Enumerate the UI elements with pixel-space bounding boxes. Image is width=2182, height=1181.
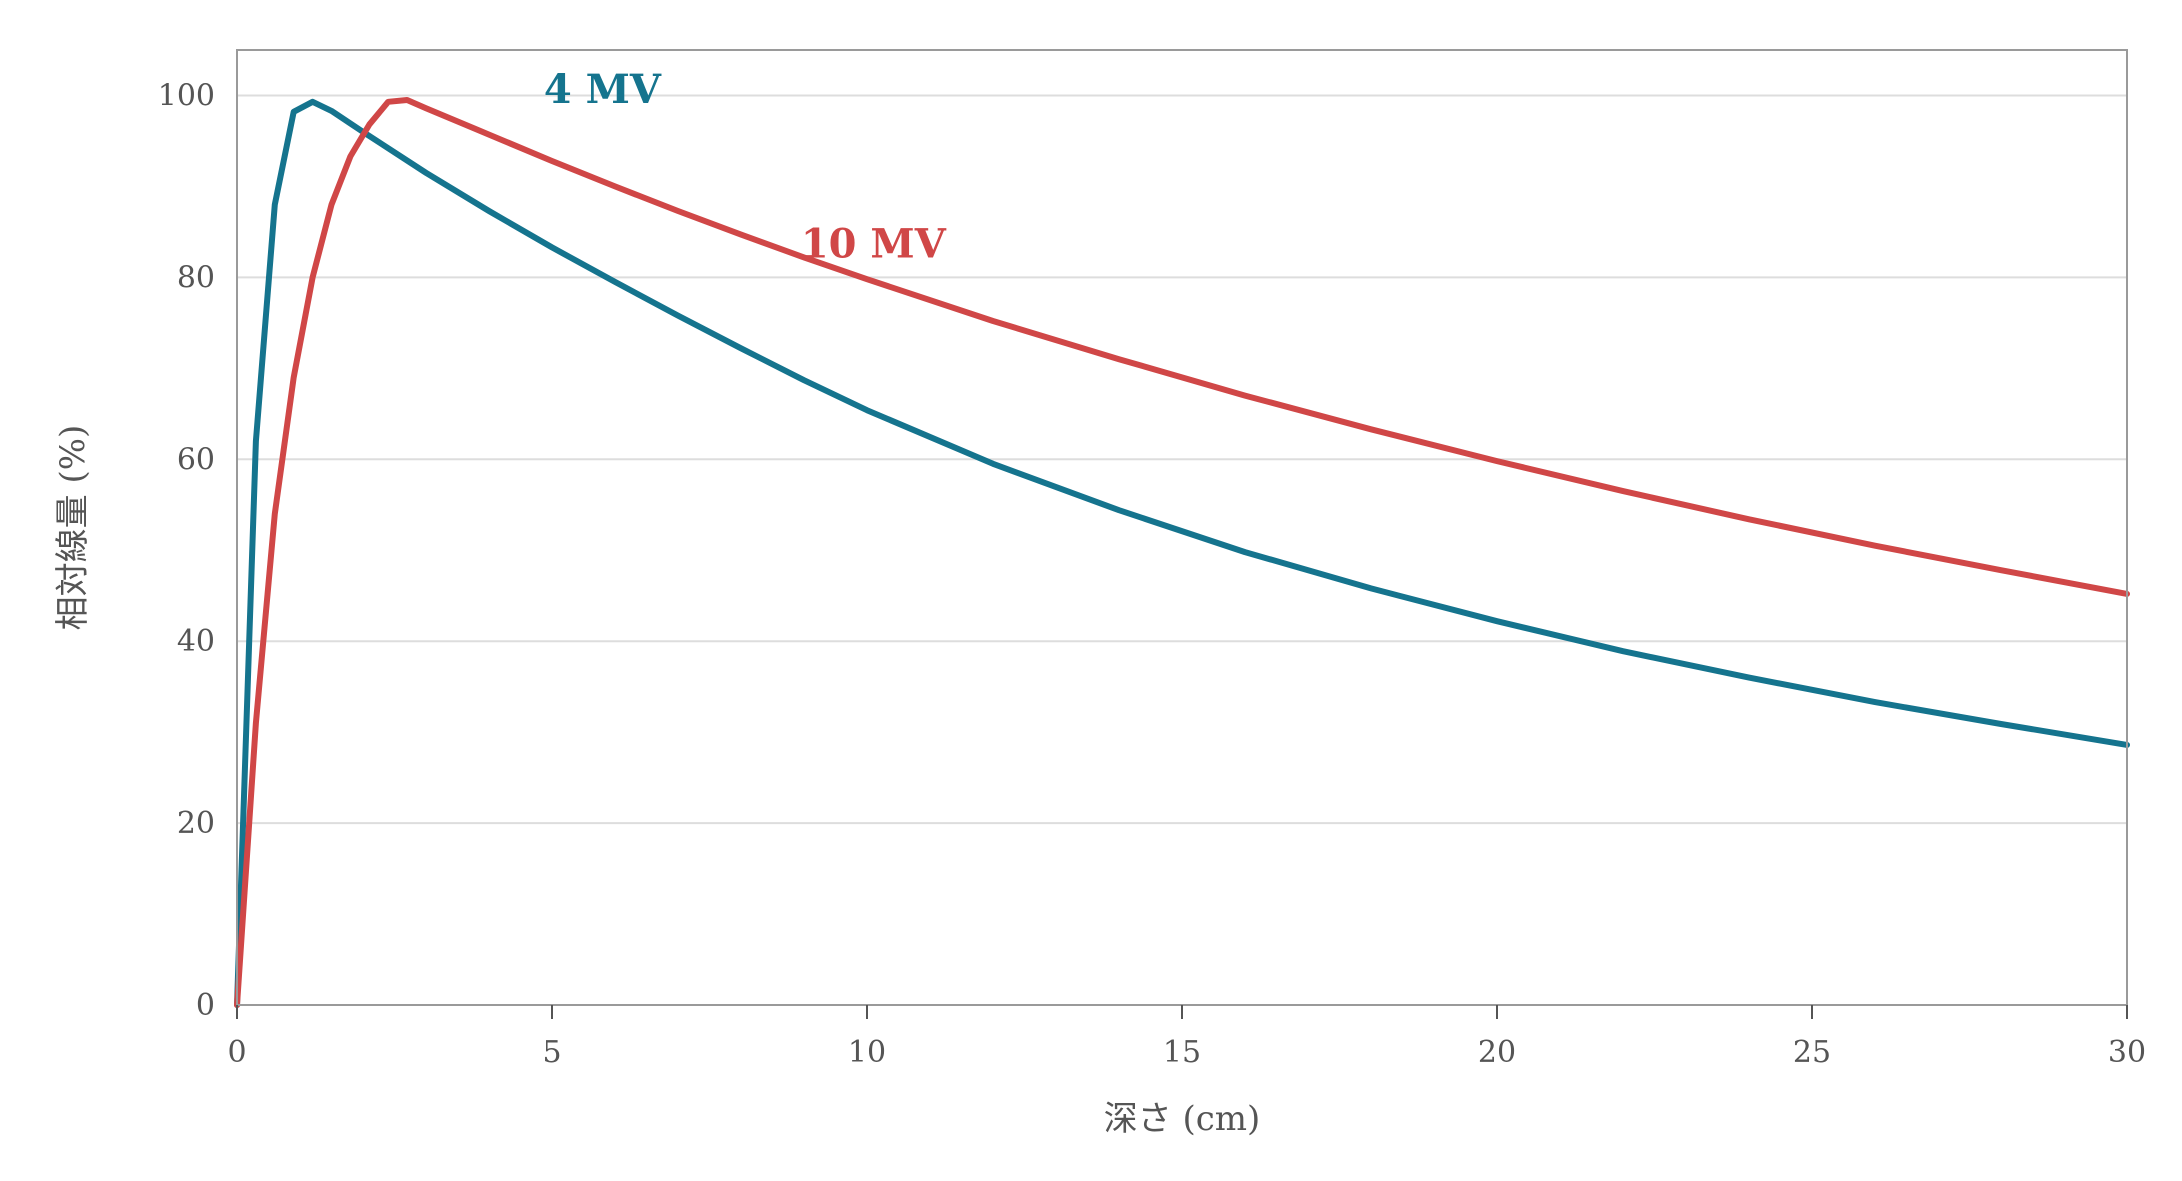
x-tick-label: 5 — [542, 1035, 561, 1070]
plot-frame — [236, 49, 2128, 1006]
series-labels: 4 MV 10 MV — [544, 66, 947, 268]
series-line-1 — [234, 97, 2130, 1008]
y-tick-label: 40 — [177, 624, 215, 659]
x-axis-title: 深さ (cm) — [1104, 1099, 1261, 1139]
gridlines — [237, 94, 2127, 825]
x-tick-label: 25 — [1793, 1035, 1831, 1070]
series-label-0: 4 MV — [544, 66, 662, 113]
series-label-1: 10 MV — [801, 220, 947, 267]
y-tick-label: 20 — [177, 806, 215, 841]
x-tick-label: 10 — [848, 1035, 886, 1070]
x-tick-label: 30 — [2108, 1035, 2146, 1070]
series-line-0 — [234, 98, 2130, 1008]
y-tick-label: 60 — [177, 442, 215, 477]
series-lines — [234, 97, 2130, 1008]
y-tick-label: 80 — [177, 260, 215, 295]
x-tick-label: 15 — [1163, 1035, 1201, 1070]
x-axis-ticks: 0 5 10 15 20 25 30 — [227, 1005, 2146, 1070]
y-tick-label: 0 — [196, 988, 215, 1023]
x-tick-label: 0 — [227, 1035, 246, 1070]
y-axis-title: 相対線量 (%) — [53, 425, 93, 631]
x-tick-label: 20 — [1478, 1035, 1516, 1070]
y-tick-label: 100 — [158, 78, 215, 113]
y-axis-ticks: 0 20 40 60 80 100 — [158, 78, 215, 1023]
